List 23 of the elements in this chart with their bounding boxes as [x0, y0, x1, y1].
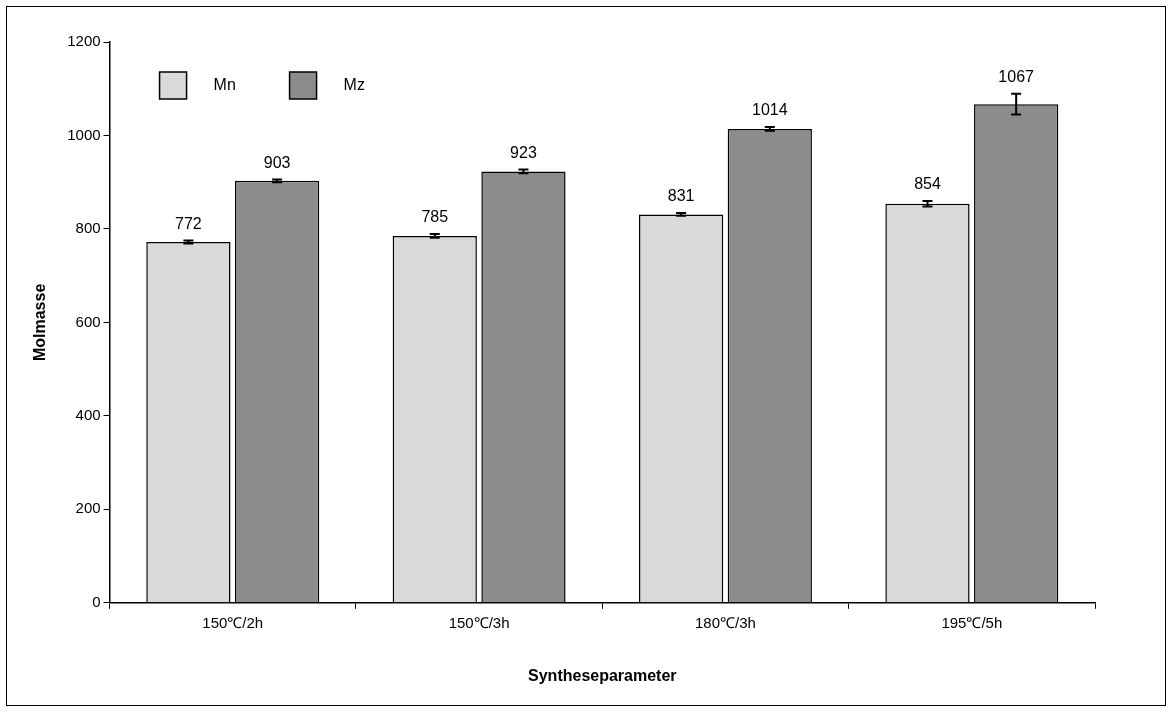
data-label: 772: [175, 215, 202, 233]
y-tick-label: 1200: [67, 32, 101, 50]
y-tick-label: 800: [75, 219, 101, 237]
legend-label: Mz: [343, 76, 365, 94]
x-tick-label: 150℃/3h: [448, 613, 510, 631]
data-label: 923: [510, 143, 537, 161]
y-tick-label: 1000: [67, 125, 101, 143]
y-tick-label: 600: [75, 312, 101, 330]
x-tick-label: 150℃/2h: [202, 613, 264, 631]
data-label: 854: [914, 175, 941, 193]
y-tick-label: 400: [75, 406, 101, 424]
data-label: 903: [263, 153, 291, 171]
data-label: 1014: [752, 101, 788, 119]
x-tick-label: 180℃/3h: [695, 613, 756, 631]
y-tick-label: 0: [92, 592, 101, 610]
data-label: 785: [421, 208, 449, 226]
y-tick-label: 200: [75, 499, 101, 517]
data-label: 1067: [998, 68, 1035, 86]
x-axis-title: Syntheseparameter: [528, 666, 677, 684]
y-axis-title: Molmasse: [31, 283, 49, 362]
data-label: 831: [667, 187, 695, 205]
legend-label: Mn: [213, 76, 236, 94]
x-tick-label: 195℃/5h: [941, 613, 1003, 631]
